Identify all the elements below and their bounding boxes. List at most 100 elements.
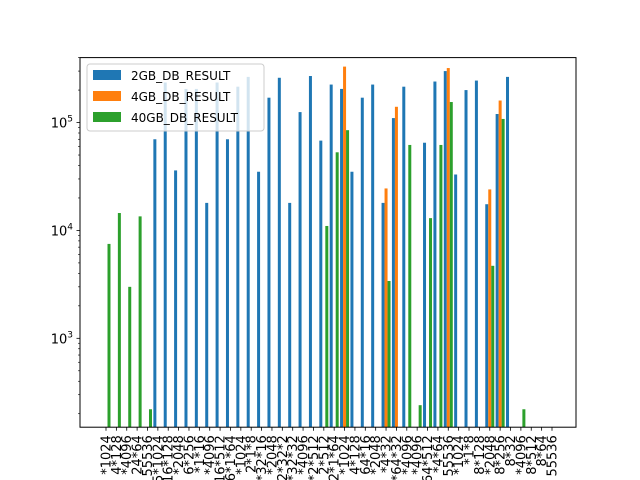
x-tick-label-13: *1024 (234, 435, 249, 475)
bar-2gb-db-result-14 (246, 76, 250, 428)
x-tick-label-42: 8*64 (535, 435, 550, 466)
bar-2gb-db-result-12 (225, 139, 229, 428)
bar-40gb-db-result-2 (128, 286, 132, 428)
bar-2gb-db-result-6 (163, 82, 167, 428)
bar-40gb-db-result-4 (148, 409, 152, 428)
bar-2gb-db-result-21 (319, 140, 323, 428)
x-tick-label-37: *2048 (483, 435, 498, 475)
bar-40gb-db-result-27 (387, 280, 391, 428)
legend-label-1: 4GB_DB_RESULT (131, 90, 231, 104)
bar-40gb-db-result-31 (429, 218, 433, 428)
x-tick-label-17: 2*32*2 (276, 435, 291, 480)
x-tick-label-28: 4*64*32 (390, 435, 405, 480)
bar-2gb-db-result-38 (495, 114, 499, 428)
bar-40gb-db-result-30 (418, 405, 422, 428)
plot-frame (79, 57, 577, 428)
bar-40gb-db-result-33 (449, 102, 453, 428)
bar-2gb-db-result-29 (402, 86, 406, 428)
bar-2gb-db-result-20 (308, 76, 312, 428)
x-tick-label-22: 32*1*64 (328, 435, 343, 480)
x-tick-label-19: *4096 (297, 435, 312, 475)
x-tick-label-7: *2048 (172, 435, 187, 475)
bar-2gb-db-result-36 (474, 80, 478, 428)
x-tick-label-4: 55536 (141, 435, 156, 476)
y-tick-label-1: 104 (51, 222, 74, 239)
x-tick-label-1: 4*128 (110, 435, 125, 475)
x-tick-label-18: *32*32 (286, 435, 301, 480)
x-tick-label-24: 4*128 (348, 435, 363, 475)
bar-2gb-db-result-10 (205, 202, 209, 428)
bar-2gb-db-result-9 (194, 88, 198, 428)
bar-2gb-db-result-18 (288, 202, 292, 428)
x-tick-label-34: *1024 (452, 435, 467, 475)
bar-40gb-db-result-0 (107, 243, 111, 428)
bar-40gb-db-result-38 (501, 118, 505, 428)
bar-4gb-db-result-37 (488, 189, 492, 428)
x-tick-label-21: 2*512 (317, 435, 332, 475)
legend-swatch-1 (93, 91, 121, 101)
x-tick-label-0: *1024 (100, 435, 115, 475)
x-tick-label-27: *4*32 (380, 435, 395, 473)
x-tick-label-35: *1*8 (463, 435, 478, 465)
bar-2gb-db-result-25 (360, 97, 364, 428)
x-tick-label-36: 8*128 (473, 435, 488, 475)
bar-4gb-db-result-27 (384, 188, 388, 428)
bar-40gb-db-result-22 (335, 152, 339, 428)
x-tick-label-31: 64*512 (421, 435, 436, 480)
bar-2gb-db-result-33 (443, 71, 447, 428)
x-tick-label-14: 2*1*8 (245, 435, 260, 473)
x-tick-label-20: *2*512 (307, 435, 322, 480)
bar-2gb-db-result-15 (257, 171, 261, 428)
x-tick-label-8: 6*256 (182, 435, 197, 475)
bar-4gb-db-result-33 (446, 68, 450, 428)
bar-2gb-db-result-34 (454, 174, 458, 428)
x-tick-label-6: 16*128 (162, 435, 177, 480)
x-tick-label-41: 8*512 (525, 435, 540, 475)
x-tick-label-12: 6*1*64 (224, 435, 239, 480)
bar-2gb-db-result-19 (298, 112, 302, 428)
bar-2gb-db-result-31 (423, 142, 427, 428)
y-tick-label-0: 103 (51, 330, 73, 347)
x-tick-label-10: *4096 (203, 435, 218, 475)
x-tick-label-23: *1024 (338, 435, 353, 475)
x-tick-label-15: *32*16 (255, 435, 270, 480)
bar-40gb-db-result-23 (346, 130, 350, 428)
x-tick-label-9: *1*16 (193, 435, 208, 473)
bar-40gb-db-result-29 (408, 144, 412, 428)
x-tick-label-33: 55536 (442, 435, 457, 476)
bar-40gb-db-result-21 (325, 225, 329, 428)
x-tick-label-3: 24*64 (131, 435, 146, 475)
legend-swatch-2 (93, 112, 121, 122)
legend-label-0: 2GB_DB_RESULT (131, 69, 231, 83)
legend-label-2: 40GB_DB_RESULT (131, 111, 239, 125)
x-tick-label-26: *2048 (369, 435, 384, 475)
bars-layer (107, 66, 526, 428)
bar-2gb-db-result-37 (485, 204, 489, 428)
bar-2gb-db-result-35 (464, 90, 468, 428)
bar-4gb-db-result-38 (498, 100, 502, 428)
x-tick-label-43: 55536 (546, 435, 561, 476)
x-tick-label-16: *2048 (265, 435, 280, 475)
bar-40gb-db-result-3 (138, 216, 142, 428)
bar-40gb-db-result-32 (439, 144, 443, 428)
bar-2gb-db-result-28 (391, 118, 395, 428)
bar-2gb-db-result-32 (433, 81, 437, 428)
bar-40gb-db-result-40 (522, 409, 526, 428)
legend: 2GB_DB_RESULT 4GB_DB_RESULT 40GB_DB_RESULT (86, 63, 265, 132)
x-tick-label-25: 64*16 (359, 435, 374, 475)
bar-2gb-db-result-27 (381, 202, 385, 428)
bar-2gb-db-result-8 (184, 88, 188, 428)
legend-box (86, 63, 265, 132)
x-axis: *10244*128*409624*64555365*102416*128*20… (100, 427, 561, 480)
y-axis: 103 104 105 (51, 57, 80, 415)
bar-2gb-db-result-11 (215, 82, 219, 428)
bar-2gb-db-result-5 (153, 139, 157, 428)
bar-2gb-db-result-16 (267, 97, 271, 428)
x-tick-label-30: *4096 (411, 435, 426, 475)
bar-2gb-db-result-13 (236, 86, 240, 428)
bar-2gb-db-result-39 (506, 76, 510, 428)
x-tick-label-40: *4096 (514, 435, 529, 475)
bar-2gb-db-result-17 (277, 77, 281, 428)
bar-2gb-db-result-23 (340, 88, 344, 428)
